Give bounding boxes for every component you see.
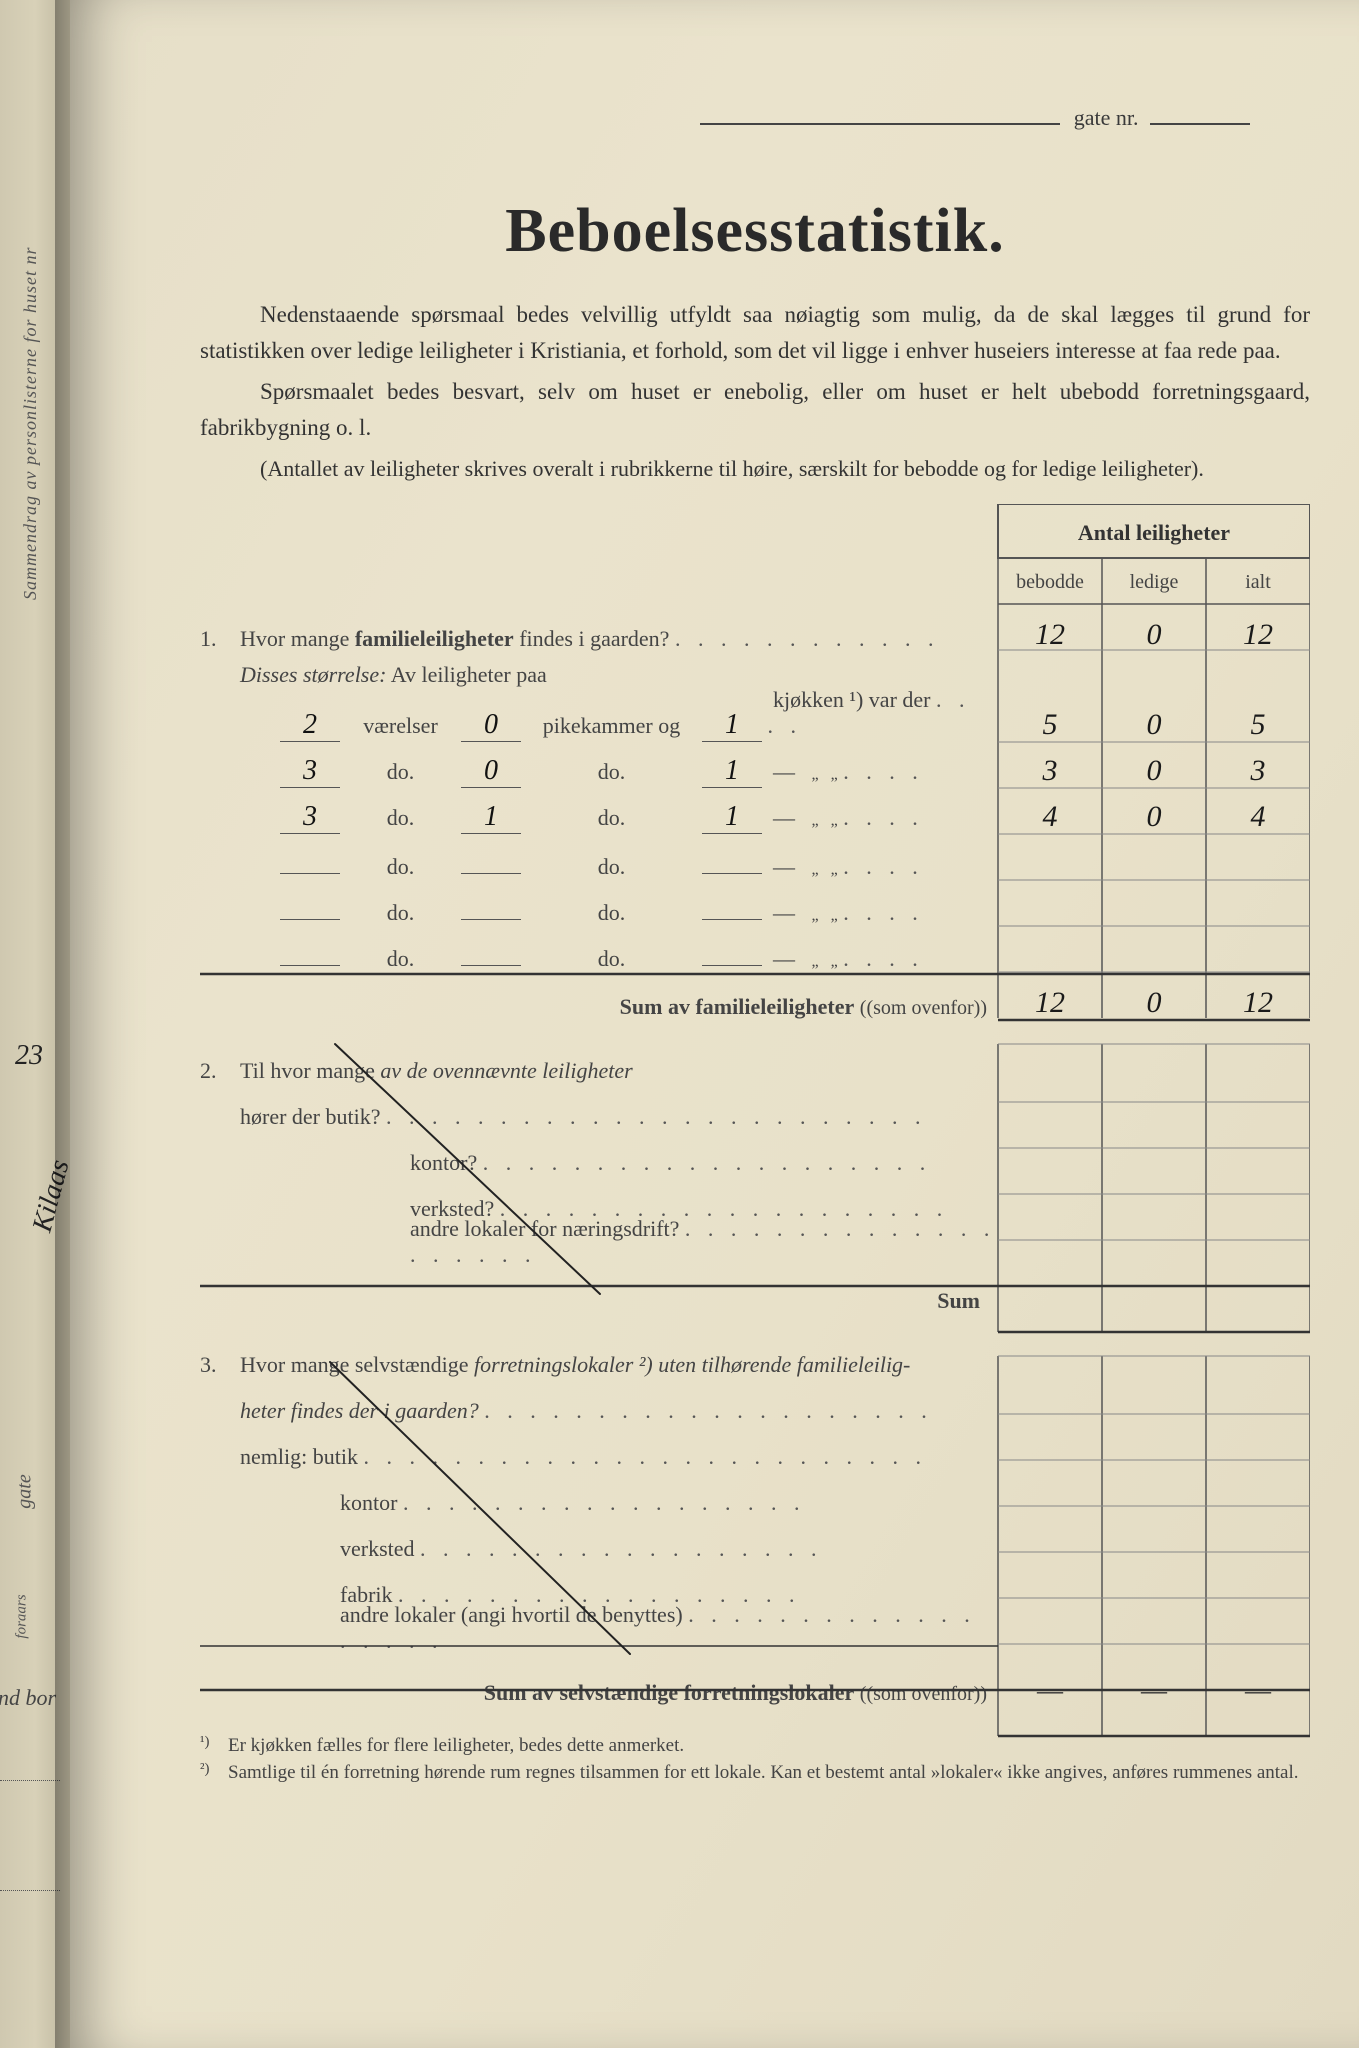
q1-rows: 2 værelser 0 pikekammer og 1 kjøkken ¹) …: [200, 696, 1310, 972]
q3-sum-label: Sum av selvstændige forretningslokaler (…: [200, 1680, 998, 1706]
dots: . . . . . . . . . . . . . . . . . . . . …: [363, 1444, 927, 1469]
fn2-num: ²): [200, 1759, 228, 1787]
q2-sum: Sum: [200, 1288, 998, 1314]
table-header-title: Antal leiligheter: [998, 504, 1310, 560]
q1-sum-paren: (som ovenfor): [866, 997, 980, 1019]
q3-sum-paren: (som ovenfor): [866, 1683, 980, 1705]
q3-line1b: forretningslokaler ²): [474, 1352, 653, 1377]
disses-line: Disses størrelse: Av leiligheter paa: [240, 662, 1310, 688]
q1-subrow: do. do. — „ „ . . . .: [200, 926, 1310, 972]
q3-sum-i: —: [1206, 1676, 1310, 1706]
q2-line2-text: hører der butik?: [240, 1104, 381, 1129]
q3-line1: Hvor mange selvstændige forretningslokal…: [240, 1352, 998, 1378]
q3-nemlig: nemlig: butik . . . . . . . . . . . . . …: [240, 1444, 998, 1470]
q3-sum-b: —: [998, 1676, 1102, 1706]
q3-item-row: verksted . . . . . . . . . . . . . . . .…: [200, 1516, 1310, 1562]
q2-num: 2.: [200, 1058, 240, 1084]
form-area: Antal leiligheter bebodde ledige ialt 1.…: [200, 504, 1310, 1706]
dots: . . . . . . . . . . . .: [675, 626, 940, 651]
q1-text-a: Hvor mange: [240, 626, 355, 651]
q1-text-b: familieleiligheter: [355, 626, 514, 651]
q1-subrow: do. do. — „ „ . . . .: [200, 834, 1310, 880]
q3-line1a: Hvor mange selvstændige: [240, 1352, 474, 1377]
q2-line1b: av de ovennævnte leiligheter: [380, 1058, 632, 1083]
q3-line1c: uten tilhørende familieleilig-: [653, 1352, 911, 1377]
gate-label: gate nr.: [1074, 105, 1139, 130]
q3-line2-text: heter findes der i gaarden?: [240, 1398, 479, 1423]
intro-p1: Nedenstaaende spørsmaal bedes velvillig …: [200, 297, 1310, 368]
q2-line2: hører der butik? . . . . . . . . . . . .…: [240, 1104, 998, 1130]
q1-subrow: 3 do. 0 do. 1 — „ „ . . . .303: [200, 742, 1310, 788]
fn1-num: ¹): [200, 1732, 228, 1760]
gate-nr-line: gate nr.: [200, 105, 1250, 131]
document-page: gate nr. Beboelsesstatistik. Nedenstaaen…: [70, 0, 1359, 2048]
dots: . . . . . . . . . . . . . . . . . . . .: [484, 1398, 933, 1423]
margin-print-gate: gate: [14, 1474, 37, 1508]
margin-vertical-text: Sammendrag av personlisterne for huset n…: [20, 247, 41, 600]
q1-subrow: do. do. — „ „ . . . .: [200, 880, 1310, 926]
q1-subrow: 3 do. 1 do. 1 — „ „ . . . .404: [200, 788, 1310, 834]
q1-ialt: 12: [1206, 618, 1310, 652]
q1-sum-text: Sum av familieleiligheter: [620, 994, 855, 1019]
q3-sum-text: Sum av selvstændige forretningslokaler: [484, 1680, 855, 1705]
q3-item-row: kontor . . . . . . . . . . . . . . . . .…: [200, 1470, 1310, 1516]
q1-text: Hvor mange familieleiligheter findes i g…: [240, 626, 998, 652]
disses-label: Disses størrelse:: [240, 662, 386, 687]
q1-bebodde: 12: [998, 618, 1102, 652]
fn1-text: Er kjøkken fælles for flere leiligheter,…: [228, 1732, 684, 1760]
q1-num: 1.: [200, 626, 240, 652]
q1-sum-label: Sum av familieleiligheter ((som ovenfor)…: [200, 994, 998, 1020]
disses-rest: Av leiligheter paa: [386, 662, 546, 687]
margin-nd-bor: nd bor: [0, 1685, 56, 1711]
intro-p3: (Antallet av leiligheter skrives overalt…: [200, 452, 1310, 486]
margin-print-for: foraars: [14, 1594, 31, 1638]
q1-text-c: findes i gaarden?: [514, 626, 670, 651]
q2-item-row: andre lokaler for næringsdrift? . . . . …: [200, 1222, 1310, 1268]
q1-ledige: 0: [1102, 618, 1206, 652]
q2-items: kontor? . . . . . . . . . . . . . . . . …: [200, 1130, 1310, 1268]
fn2-text: Samtlige til én forretning hørende rum r…: [228, 1759, 1299, 1787]
q1-sum-i: 12: [1206, 986, 1310, 1020]
q3-item0: butik: [313, 1444, 358, 1469]
q1-sum-l: 0: [1102, 986, 1206, 1020]
q1-subrow: 2 værelser 0 pikekammer og 1 kjøkken ¹) …: [200, 696, 1310, 742]
page-title: Beboelsesstatistik.: [200, 196, 1310, 267]
q3-line2: heter findes der i gaarden? . . . . . . …: [240, 1398, 998, 1424]
q2-line1a: Til hvor mange: [240, 1058, 380, 1083]
intro-text: Nedenstaaende spørsmaal bedes velvillig …: [200, 297, 1310, 486]
q3-nemlig-lbl: nemlig:: [240, 1444, 307, 1469]
col-ledige: ledige: [1102, 571, 1206, 594]
dots: . . . . . . . . . . . . . . . . . . . . …: [386, 1104, 927, 1129]
col-bebodde: bebodde: [998, 571, 1102, 594]
q3-num: 3.: [200, 1352, 240, 1378]
q3-sum-l: —: [1102, 1676, 1206, 1706]
q1-sum-b: 12: [998, 986, 1102, 1020]
q3-item-row: andre lokaler (angi hvortil de benyttes)…: [200, 1608, 1310, 1654]
margin-hand-1: 23: [15, 1040, 43, 1072]
intro-p2: Spørsmaalet bedes besvart, selv om huset…: [200, 374, 1310, 445]
q3-items: kontor . . . . . . . . . . . . . . . . .…: [200, 1470, 1310, 1654]
col-ialt: ialt: [1206, 571, 1310, 594]
q2-line1: Til hvor mange av de ovennævnte leilighe…: [240, 1058, 998, 1084]
q2-item-row: kontor? . . . . . . . . . . . . . . . . …: [200, 1130, 1310, 1176]
footnotes: ¹) Er kjøkken fælles for flere leilighet…: [200, 1732, 1310, 1787]
